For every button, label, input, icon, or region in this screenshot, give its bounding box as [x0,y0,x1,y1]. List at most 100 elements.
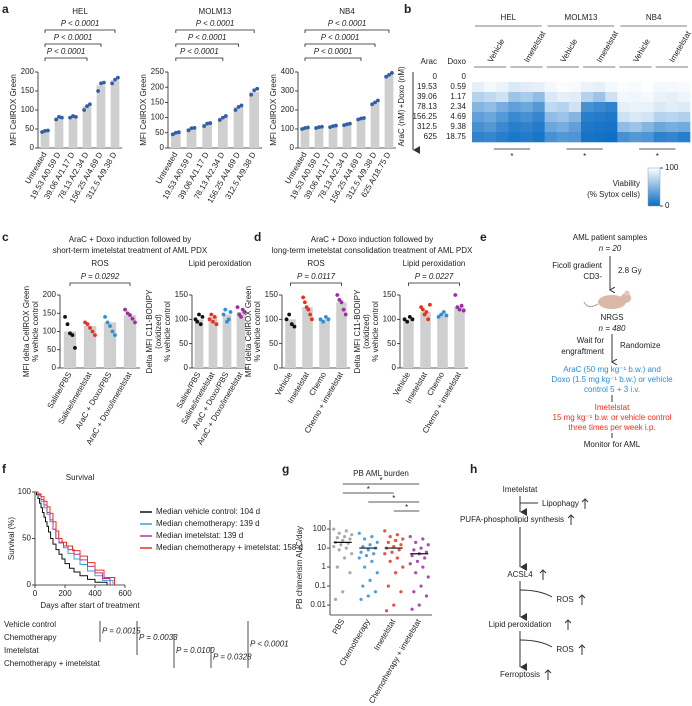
bar [454,307,465,368]
chart-title: Lipid peroxidation [189,259,252,268]
x-tick-label: 200 [58,589,72,598]
node-text: 2.8 Gy [618,266,642,275]
y-tick-label: 100 [18,487,32,496]
bar [384,74,394,148]
heatmap-cell [532,112,545,123]
data-point [339,300,344,305]
bar [342,124,352,148]
bar [170,132,181,148]
heatmap-cell [641,72,654,83]
y-axis-label: % vehicle control [163,301,172,362]
heatmap-cell [581,82,594,93]
node-text: AraC (50 mg kg⁻¹ b.w.) and [563,365,661,374]
y-tick-label: 0 [160,143,165,152]
x-tick-label: Imetelstat [372,617,398,652]
bar [285,319,296,368]
heatmap-cell [556,82,570,93]
data-point [87,102,92,107]
significance-label: P < 0.0001 [328,19,367,28]
data-point [332,527,336,531]
data-point [228,310,233,314]
data-point [43,129,47,133]
data-point [408,535,412,539]
heatmap-cell [653,132,667,143]
data-point [57,114,61,119]
data-point [314,126,319,130]
data-point [305,125,310,130]
heatmap-cell [677,132,691,143]
heatmap-cell [544,92,558,103]
data-point [342,556,347,560]
panel-title: long-term imetelstat consolidation treat… [272,246,473,255]
heatmap-cell [484,112,497,123]
significance-bracket [290,282,342,286]
y-tick-label: 1 [322,562,327,571]
data-point [88,325,92,330]
heatmap-cell [605,72,618,83]
heatmap-cell [520,92,533,103]
data-point [359,597,363,601]
y-tick-label: 50 [387,339,396,348]
data-point [345,122,349,127]
panel-label: f [2,462,7,476]
data-point [361,544,365,549]
colorbar [647,167,661,207]
node-text: Lipophagy [542,499,579,508]
row-label: 0.59 [450,82,466,91]
panel-label: a [2,2,9,16]
row-label: 2.34 [450,102,466,111]
data-point [252,88,257,93]
data-point [401,565,405,569]
data-point [410,317,415,322]
bar [202,123,213,148]
data-point [110,81,115,86]
significance-bracket [408,282,460,286]
data-point [370,535,374,539]
comparison-label: P = 0.0328 [213,653,252,662]
data-point [364,554,369,558]
data-point [239,103,244,108]
data-point [217,118,222,122]
data-point [59,115,64,120]
bar [370,102,380,148]
data-point [73,346,77,350]
data-point [373,100,377,105]
heatmap-cell [581,132,594,143]
heatmap-cell [581,112,594,123]
y-tick-label: 400 [281,67,295,76]
row-label: 625 [424,132,438,141]
panel-label: d [254,230,261,244]
comparison-group: Chemotherapy + imetelstat [4,659,101,668]
data-point [368,543,372,547]
heatmap-cell [544,102,558,113]
node-text: Imetelstat [595,403,630,412]
data-point [173,130,178,135]
column-group-label: HEL [501,13,517,22]
data-point [306,307,311,312]
data-point [202,124,207,129]
heatmap-cell [544,82,558,93]
data-point [348,571,352,575]
heatmap-cell [532,122,545,133]
heatmap-cell [484,92,497,103]
row-label: 39.06 [417,92,438,101]
heatmap-cell [593,122,606,133]
heatmap-cell [629,82,642,93]
heatmap-cell [677,72,691,83]
panel-title: AraC + Doxo induction followed by [311,235,434,244]
bar [328,126,338,148]
node-text: Lipid peroxidation [489,620,552,629]
heatmap-cell [568,82,582,93]
heatmap-cell [665,112,679,123]
data-point [427,302,432,307]
x-tick-label: Chemotherapy + imetelstat [367,617,423,705]
y-tick-label: 0 [184,363,189,372]
heatmap-cell [593,112,606,123]
data-point [453,293,458,297]
data-point [335,536,339,540]
row-label: 9.38 [450,122,466,131]
data-point [90,329,95,334]
data-point [70,333,75,338]
heatmap-cell [556,122,570,133]
column-group-label: MOLM13 [565,13,598,22]
